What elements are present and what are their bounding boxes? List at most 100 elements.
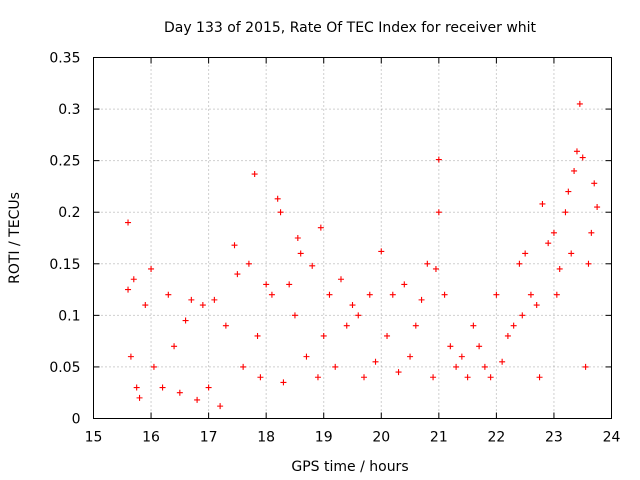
data-point xyxy=(372,358,379,365)
data-point xyxy=(401,281,408,288)
data-point xyxy=(499,358,506,365)
data-point xyxy=(568,250,575,257)
data-point xyxy=(263,281,270,288)
data-point xyxy=(234,271,241,278)
data-point xyxy=(251,171,258,178)
data-point xyxy=(384,332,391,339)
data-point xyxy=(182,317,189,324)
data-point xyxy=(176,389,183,396)
data-point xyxy=(504,332,511,339)
data-point xyxy=(576,100,583,107)
data-point xyxy=(188,296,195,303)
data-point xyxy=(199,302,206,309)
data-point xyxy=(585,260,592,267)
data-point xyxy=(317,224,324,231)
y-tick-label: 0.3 xyxy=(58,102,80,118)
data-point xyxy=(326,291,333,298)
data-point xyxy=(211,296,218,303)
data-point xyxy=(458,353,465,360)
data-point xyxy=(378,248,385,255)
data-point xyxy=(519,312,526,319)
data-point xyxy=(349,302,356,309)
x-tick-label: 17 xyxy=(200,430,218,446)
data-point xyxy=(286,281,293,288)
data-point xyxy=(487,374,494,381)
data-point xyxy=(366,291,373,298)
data-point xyxy=(432,265,439,272)
data-point xyxy=(536,374,543,381)
data-point xyxy=(245,260,252,267)
data-point xyxy=(539,200,546,207)
data-point xyxy=(133,384,140,391)
data-point xyxy=(522,250,529,257)
data-point xyxy=(130,276,137,283)
plot-frame xyxy=(93,57,612,419)
data-point xyxy=(277,209,284,216)
data-point xyxy=(571,167,578,174)
data-point xyxy=(553,291,560,298)
data-point xyxy=(274,195,281,202)
data-point xyxy=(556,265,563,272)
data-point xyxy=(447,343,454,350)
data-point xyxy=(533,302,540,309)
data-point xyxy=(240,363,247,370)
data-point xyxy=(476,343,483,350)
data-point xyxy=(222,322,229,329)
y-tick-label: 0.25 xyxy=(49,154,80,170)
data-point xyxy=(320,332,327,339)
data-point xyxy=(453,363,460,370)
data-point xyxy=(389,291,396,298)
y-tick-label: 0.15 xyxy=(49,257,80,273)
x-tick-label: 22 xyxy=(487,430,505,446)
data-point xyxy=(231,242,238,249)
data-points xyxy=(125,100,601,410)
x-tick-label: 20 xyxy=(372,430,390,446)
data-point xyxy=(441,291,448,298)
data-point xyxy=(573,148,580,155)
data-point xyxy=(407,353,414,360)
y-axis-label: ROTI / TECUs xyxy=(7,192,23,284)
data-point xyxy=(205,384,212,391)
y-tick-label: 0.05 xyxy=(49,360,80,376)
data-point xyxy=(127,353,134,360)
data-point xyxy=(294,235,301,241)
data-point xyxy=(395,369,402,376)
x-tick-label: 21 xyxy=(430,430,448,446)
y-tick-label: 0 xyxy=(72,412,81,428)
y-tick-label: 0.1 xyxy=(58,308,80,324)
data-point xyxy=(435,209,442,216)
data-point xyxy=(165,291,172,298)
data-point xyxy=(510,322,517,329)
y-tick-label: 0.35 xyxy=(49,51,80,67)
chart-title: Day 133 of 2015, Rate Of TEC Index for r… xyxy=(164,20,537,36)
data-point xyxy=(217,403,224,410)
data-point xyxy=(309,262,316,269)
data-point xyxy=(254,332,261,339)
x-axis-label: GPS time / hours xyxy=(291,459,408,475)
data-point xyxy=(424,260,431,267)
data-point xyxy=(355,312,362,319)
x-tick-label: 24 xyxy=(603,430,621,446)
data-point xyxy=(314,374,321,381)
data-point xyxy=(142,302,149,309)
x-tick-label: 15 xyxy=(85,430,103,446)
data-point xyxy=(550,229,557,236)
data-point xyxy=(470,322,477,329)
data-point xyxy=(418,296,425,303)
data-point xyxy=(148,265,155,272)
data-point xyxy=(493,291,500,298)
data-point xyxy=(125,286,132,293)
data-point xyxy=(171,343,178,350)
data-point xyxy=(297,250,304,257)
data-point xyxy=(257,374,264,381)
data-point xyxy=(268,291,275,298)
x-tick-label: 16 xyxy=(142,430,160,446)
data-point xyxy=(565,188,572,195)
data-point xyxy=(481,363,488,370)
data-point xyxy=(337,276,344,283)
data-point xyxy=(516,260,523,267)
data-point xyxy=(582,363,589,370)
data-point xyxy=(591,180,598,187)
x-tick-label: 19 xyxy=(315,430,333,446)
